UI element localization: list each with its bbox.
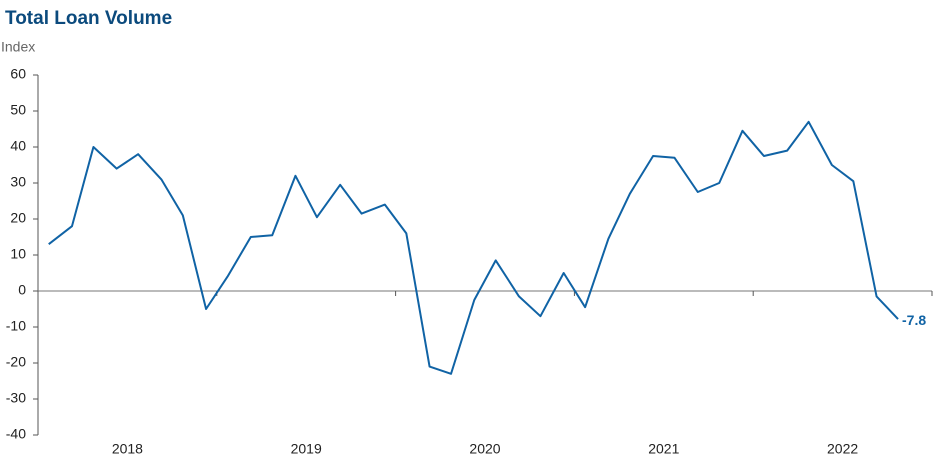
- y-tick-label: -40: [6, 426, 26, 442]
- x-tick-label: 2018: [112, 441, 143, 457]
- x-tick-label: 2022: [827, 441, 858, 457]
- y-axis-label: Index: [1, 39, 35, 55]
- x-tick-label: 2021: [648, 441, 679, 457]
- y-tick-label: -20: [6, 354, 26, 370]
- y-tick-label: 50: [10, 102, 26, 118]
- y-tick-label: -10: [6, 318, 26, 334]
- y-tick-label: 20: [10, 210, 26, 226]
- line-series: [48, 120, 899, 375]
- chart-title: Total Loan Volume: [5, 8, 172, 29]
- y-tick-label: 40: [10, 138, 26, 154]
- y-tick-label: 10: [10, 246, 26, 262]
- x-tick-label: 2019: [291, 441, 322, 457]
- y-tick-label: -30: [6, 390, 26, 406]
- x-tick-label: 2020: [469, 441, 500, 457]
- end-value-label: -7.8: [902, 312, 926, 328]
- y-tick-label: 0: [18, 282, 26, 298]
- y-tick-label: 60: [10, 66, 26, 82]
- y-tick-label: 30: [10, 174, 26, 190]
